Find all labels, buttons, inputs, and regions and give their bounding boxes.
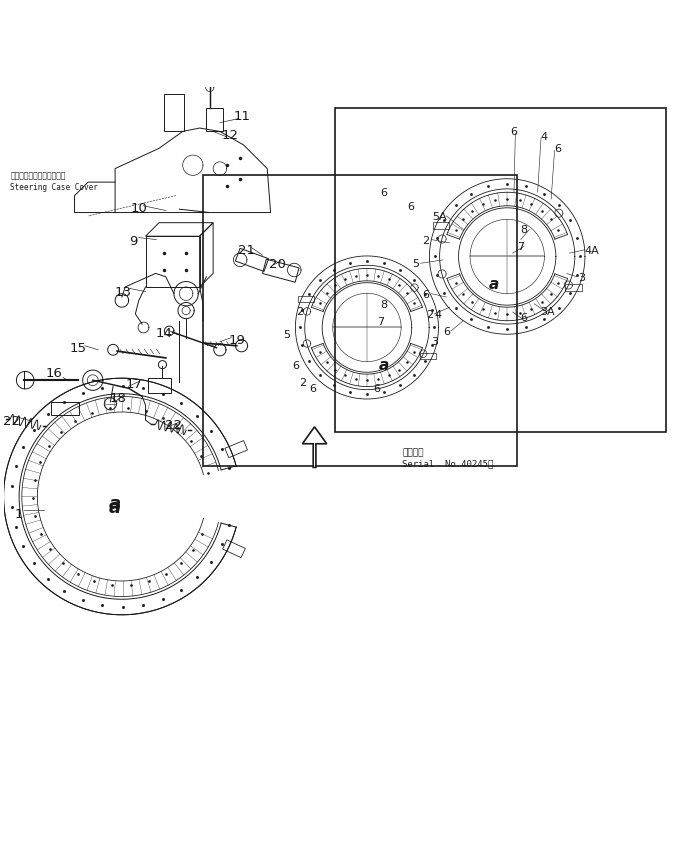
Text: 6: 6 [423, 290, 430, 299]
Text: 2: 2 [422, 235, 430, 245]
Text: 15: 15 [69, 341, 86, 354]
Text: 19: 19 [228, 334, 245, 347]
Text: 10: 10 [130, 202, 147, 215]
Text: 9: 9 [129, 235, 138, 248]
Bar [298, 296, 314, 302]
Bar [146, 237, 200, 288]
Text: 6: 6 [309, 384, 317, 394]
Bar [225, 441, 247, 458]
Bar [203, 176, 518, 467]
Text: ステアリングケースカバー
Steering Case Cover: ステアリングケースカバー Steering Case Cover [10, 170, 98, 193]
Text: 21: 21 [238, 244, 255, 257]
Text: 20: 20 [269, 257, 286, 270]
Text: 13: 13 [114, 285, 131, 299]
Text: 18: 18 [110, 391, 127, 404]
Text: 6: 6 [292, 360, 300, 371]
Text: a: a [379, 358, 389, 372]
Bar [236, 249, 268, 272]
Text: 2: 2 [426, 309, 433, 320]
Text: 3: 3 [578, 273, 585, 282]
Bar [262, 260, 299, 283]
Bar [335, 108, 666, 433]
Text: 6: 6 [374, 384, 381, 394]
Text: 12: 12 [221, 130, 238, 142]
Text: 7: 7 [377, 316, 384, 326]
Text: 22: 22 [3, 414, 20, 427]
Text: 4: 4 [434, 309, 441, 320]
Text: 11: 11 [234, 110, 251, 124]
Text: 1: 1 [14, 507, 22, 521]
Text: 17: 17 [125, 377, 142, 390]
Text: 6: 6 [407, 202, 414, 211]
Bar [51, 402, 79, 416]
Text: 14: 14 [155, 326, 172, 339]
Bar [223, 540, 245, 558]
Bar [420, 354, 436, 360]
Text: 8: 8 [520, 225, 528, 235]
Text: 3: 3 [431, 337, 438, 347]
Text: 6: 6 [554, 144, 561, 154]
Text: 3A: 3A [541, 306, 555, 316]
Bar [148, 379, 171, 394]
Bar [432, 223, 449, 230]
Text: 5: 5 [284, 330, 291, 340]
Text: 4A: 4A [584, 245, 599, 256]
Text: 6: 6 [511, 127, 518, 137]
Polygon shape [302, 428, 327, 468]
Text: 8: 8 [380, 299, 387, 309]
Text: a: a [109, 495, 121, 513]
Text: 6: 6 [520, 313, 528, 323]
Text: a: a [488, 277, 498, 291]
Text: 22: 22 [165, 418, 183, 431]
Text: a: a [109, 498, 121, 516]
Bar [206, 108, 223, 132]
Text: 16: 16 [46, 367, 63, 380]
Text: 2: 2 [299, 377, 306, 387]
Text: 6: 6 [380, 188, 387, 198]
Text: 適用号機
Serial  No.40245～: 適用号機 Serial No.40245～ [402, 448, 494, 468]
Bar [565, 285, 582, 291]
Text: 5: 5 [413, 259, 419, 269]
Text: 4: 4 [541, 132, 548, 142]
Text: 5A: 5A [432, 211, 447, 222]
Text: 2: 2 [296, 306, 303, 316]
Text: 7: 7 [517, 242, 524, 252]
Bar [164, 95, 184, 132]
Text: 6: 6 [443, 326, 450, 337]
